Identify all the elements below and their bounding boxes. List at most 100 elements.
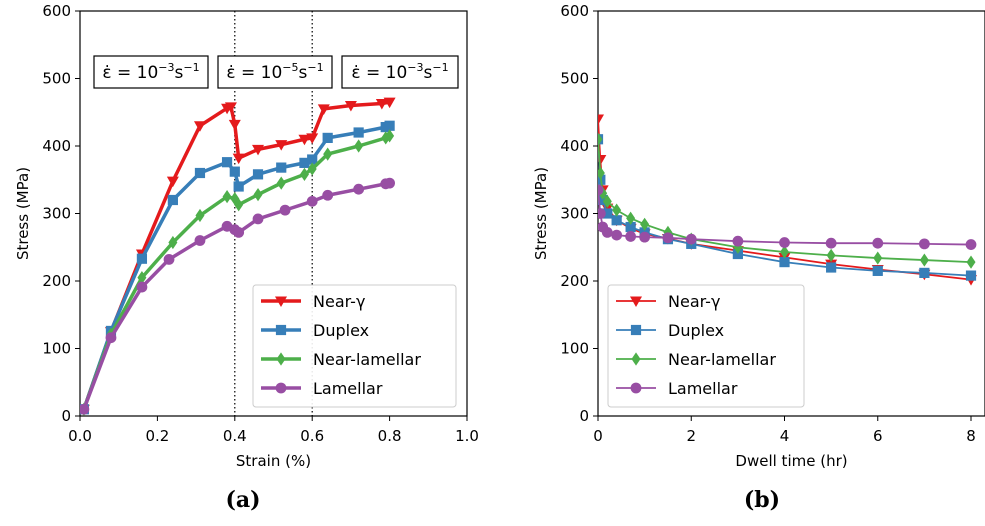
data-point-near_gamma xyxy=(224,102,237,113)
strain-rate-text: ε̇ = 10−3s−1 xyxy=(351,61,448,83)
data-point-near_lamellar xyxy=(323,147,333,161)
data-point-duplex xyxy=(221,157,233,168)
strain-rate-box xyxy=(341,55,459,89)
legend-marker-lamellar xyxy=(630,382,642,394)
data-point-lamellar xyxy=(136,281,148,293)
data-point-duplex xyxy=(233,181,244,192)
legend-label: Near-lamellar xyxy=(313,350,421,369)
data-point-near_gamma xyxy=(317,104,330,115)
data-point-near_gamma xyxy=(275,140,288,151)
x-tick-label: 0.4 xyxy=(223,427,247,445)
data-point-near_lamellar xyxy=(385,129,395,143)
y-tick-label: 400 xyxy=(560,137,589,155)
legend-label: Near-γ xyxy=(313,292,365,311)
data-point-lamellar xyxy=(322,189,334,201)
data-point-lamellar xyxy=(194,235,206,246)
data-point-near_gamma xyxy=(166,176,179,188)
strain-rate-label: ε̇ = 10−5s−1 xyxy=(217,55,333,89)
y-tick-label: 100 xyxy=(560,340,589,358)
legend: Near-γ Duplex Near-lamellar Lamellar xyxy=(252,284,457,408)
x-axis-label: Strain (%) xyxy=(236,452,311,470)
strain-rate-box xyxy=(217,55,333,89)
data-point-lamellar xyxy=(685,233,697,245)
data-point-duplex xyxy=(625,221,636,233)
data-point-near_gamma xyxy=(298,134,311,146)
data-point-lamellar xyxy=(105,332,117,344)
data-point-near_gamma xyxy=(344,101,357,112)
data-point-duplex xyxy=(322,132,333,143)
legend-label: Lamellar xyxy=(668,379,738,398)
strain-rate-text: ε̇ = 10−3s−1 xyxy=(102,61,199,83)
series-duplex xyxy=(598,134,977,281)
legend-box xyxy=(252,284,457,408)
data-point-near_lamellar xyxy=(826,248,836,262)
data-point-duplex xyxy=(872,265,883,276)
data-point-near_gamma xyxy=(383,97,396,109)
data-point-lamellar xyxy=(825,237,837,249)
data-point-duplex xyxy=(732,248,743,260)
data-point-duplex xyxy=(252,169,264,180)
data-point-lamellar xyxy=(611,229,623,241)
data-point-lamellar xyxy=(252,213,264,225)
data-point-lamellar xyxy=(662,232,674,244)
legend-label: Near-γ xyxy=(668,292,720,311)
legend-label: Duplex xyxy=(313,321,369,340)
legend-marker-near_gamma xyxy=(630,296,642,307)
strain-rate-box xyxy=(93,55,209,89)
data-point-lamellar xyxy=(965,239,977,250)
y-tick-label: 300 xyxy=(42,205,71,223)
data-point-lamellar xyxy=(625,231,637,242)
data-point-lamellar xyxy=(233,227,245,238)
legend-label: Lamellar xyxy=(313,379,383,398)
x-tick-label: 2 xyxy=(686,427,696,445)
x-tick-label: 0.0 xyxy=(68,427,92,445)
legend: Near-γ Duplex Near-lamellar Lamellar xyxy=(607,284,805,408)
data-point-near_gamma xyxy=(193,121,206,132)
data-point-near_lamellar xyxy=(640,217,650,231)
data-point-near_lamellar xyxy=(137,271,147,285)
data-point-near_gamma xyxy=(232,153,245,165)
data-point-lamellar xyxy=(163,254,175,265)
data-point-lamellar xyxy=(80,403,90,415)
data-point-duplex xyxy=(194,167,206,179)
data-point-near_lamellar xyxy=(626,211,636,225)
y-axis-label: Stress (MPa) xyxy=(532,167,550,260)
legend-marker-duplex xyxy=(630,324,642,336)
series-lamellar xyxy=(598,184,977,250)
data-point-duplex xyxy=(919,267,930,278)
data-point-duplex xyxy=(229,166,240,177)
y-tick-label: 0 xyxy=(61,407,71,425)
y-tick-label: 200 xyxy=(42,272,71,290)
x-tick-label: 0.6 xyxy=(300,427,324,445)
data-point-near_lamellar xyxy=(598,132,603,146)
data-point-lamellar xyxy=(601,227,613,238)
legend-marker-duplex xyxy=(275,324,287,336)
data-point-near_gamma xyxy=(228,119,241,131)
data-point-duplex xyxy=(307,154,318,165)
data-point-duplex xyxy=(353,127,364,138)
y-tick-label: 400 xyxy=(42,137,71,155)
legend-marker-near_lamellar xyxy=(631,352,641,366)
data-point-near_gamma xyxy=(306,133,319,144)
data-point-lamellar xyxy=(598,208,606,219)
panel-label: (a) xyxy=(225,487,260,513)
y-tick-label: 200 xyxy=(560,272,589,290)
data-point-near_lamellar xyxy=(276,176,286,190)
y-tick-label: 500 xyxy=(42,70,71,88)
data-point-duplex xyxy=(779,257,790,268)
chart-panel-b: 0 2 4 6 8 0 100 200 300 400 500 600 Dwell time (hr) S… xyxy=(532,2,985,513)
y-tick-label: 0 xyxy=(579,407,589,425)
data-point-near_lamellar xyxy=(222,190,232,204)
data-point-lamellar xyxy=(384,177,395,189)
x-tick-label: 6 xyxy=(873,427,883,445)
data-point-near_lamellar xyxy=(602,194,612,208)
data-point-lamellar xyxy=(872,237,884,249)
data-point-duplex xyxy=(276,162,287,173)
panel-label: (b) xyxy=(744,487,780,513)
series-near_lamellar xyxy=(598,132,976,269)
data-point-near_lamellar xyxy=(307,162,317,176)
data-point-duplex xyxy=(826,262,837,273)
data-point-near_gamma xyxy=(598,114,604,125)
data-point-lamellar xyxy=(353,183,365,195)
